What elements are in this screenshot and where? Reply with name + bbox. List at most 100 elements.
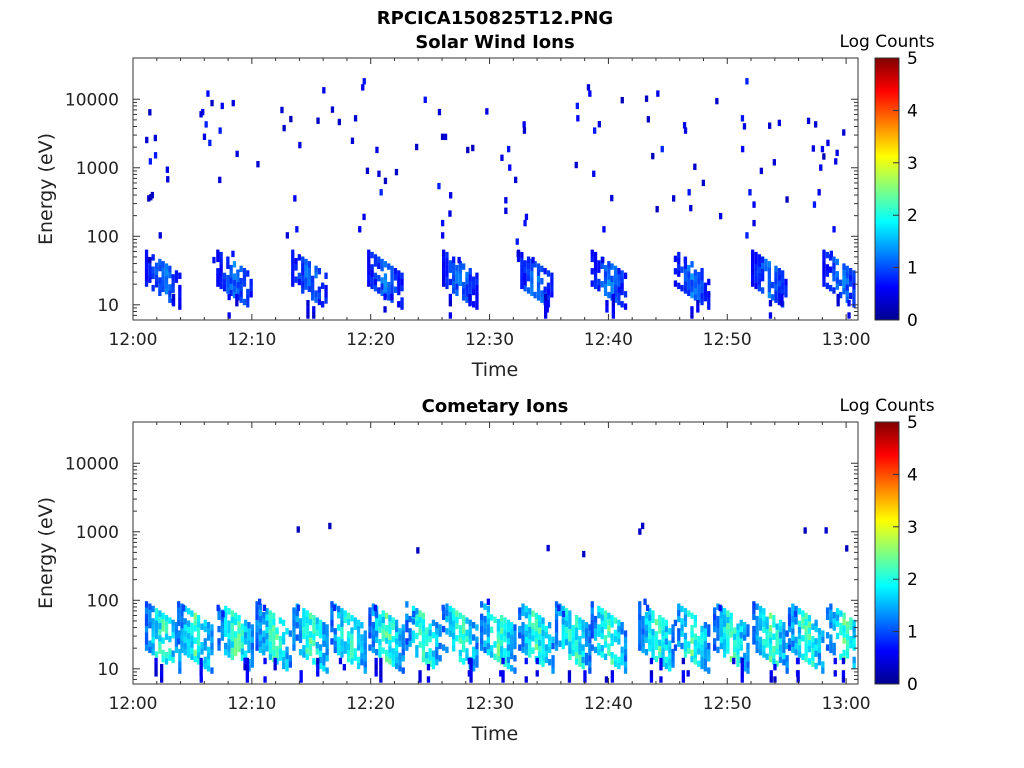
heatmap-cell: [268, 641, 272, 648]
heatmap-cell: [462, 294, 466, 301]
heatmap-cell: [506, 662, 510, 670]
heatmap-cell: [814, 121, 818, 128]
heatmap-cell: [554, 638, 559, 645]
heatmap-cell: [219, 282, 223, 290]
heatmap-cell: [230, 635, 234, 642]
heatmap-cell: [462, 288, 466, 295]
heatmap-cell: [610, 275, 614, 283]
heatmap-cell: [183, 624, 187, 631]
heatmap-cell: [687, 283, 691, 290]
heatmap-cell: [196, 615, 201, 622]
heatmap-cell: [265, 632, 269, 640]
heatmap-cell: [774, 290, 778, 297]
heatmap-cell: [700, 662, 704, 670]
heatmap-cell: [171, 300, 176, 307]
heatmap-cell: [550, 291, 554, 298]
heatmap-cell: [765, 628, 769, 636]
heatmap-cell: [393, 274, 398, 281]
heatmap-cell: [593, 646, 598, 654]
heatmap-cell: [391, 623, 395, 630]
heatmap-cell: [839, 622, 843, 630]
heatmap-cell: [530, 283, 534, 290]
heatmap-cell: [641, 646, 645, 654]
heatmap-cell: [638, 625, 642, 633]
heatmap-cell: [247, 634, 251, 641]
heatmap-cell: [332, 604, 337, 612]
heatmap-cell: [531, 610, 535, 617]
heatmap-cell: [418, 610, 422, 617]
heatmap-cell: [538, 652, 542, 659]
heatmap-cell: [743, 634, 747, 641]
heatmap-cell: [193, 618, 197, 626]
heatmap-cell: [524, 624, 528, 631]
heatmap-cell: [807, 645, 812, 653]
heatmap-cell: [538, 627, 542, 634]
heatmap-cell: [262, 636, 266, 644]
heatmap-cell: [380, 289, 384, 296]
heatmap-cell: [304, 271, 308, 278]
heatmap-cell: [822, 255, 826, 263]
heatmap-cell: [490, 614, 494, 621]
heatmap-cell: [187, 639, 191, 646]
heatmap-cell: [340, 632, 344, 640]
heatmap-cell: [308, 643, 313, 650]
heatmap-cell: [401, 642, 405, 650]
heatmap-cell: [804, 649, 808, 657]
heatmap-cell: [648, 626, 652, 633]
heatmap-cell: [693, 615, 697, 622]
heatmap-cell: [825, 632, 830, 639]
heatmap-cell: [370, 270, 374, 277]
heatmap-cell: [154, 281, 159, 288]
heatmap-cell: [707, 624, 711, 631]
heatmap-cell: [817, 652, 822, 660]
heatmap-cell: [368, 619, 372, 627]
heatmap-cell: [526, 256, 531, 263]
heatmap-cell: [584, 628, 589, 635]
heatmap-cell: [677, 628, 681, 635]
heatmap-cell: [746, 661, 750, 668]
heatmap-cell: [651, 647, 655, 654]
heatmap-cell: [841, 670, 846, 677]
heatmap-cell: [681, 670, 685, 677]
heatmap-cell: [690, 649, 694, 657]
heatmap-cell: [648, 645, 652, 652]
heatmap-cell: [265, 608, 269, 615]
heatmap-cell: [465, 271, 469, 279]
heatmap-cell: [736, 642, 740, 649]
heatmap-cell: [455, 271, 459, 278]
heatmap-cell: [493, 616, 497, 623]
heatmap-cell: [187, 632, 191, 640]
heatmap-cell: [356, 625, 361, 633]
heatmap-cell: [548, 659, 552, 666]
heatmap-cell: [814, 638, 818, 645]
heatmap-cell: [428, 660, 432, 667]
heatmap-cell: [385, 625, 389, 632]
heatmap-cell: [445, 646, 449, 654]
heatmap-cell: [297, 278, 301, 286]
heatmap-cell: [832, 612, 836, 619]
heatmap-cell: [325, 655, 329, 662]
heatmap-cell: [613, 617, 618, 624]
solar-wind-heatmap: [144, 78, 856, 319]
heatmap-cell: [654, 631, 659, 638]
heatmap-cell: [249, 278, 253, 286]
heatmap-cell: [452, 275, 456, 282]
heatmap-cell: [581, 650, 585, 657]
heatmap-cell: [528, 614, 532, 621]
heatmap-cell: [397, 288, 401, 296]
heatmap-cell: [350, 615, 354, 622]
heatmap-cell: [620, 628, 624, 635]
heatmap-cell: [743, 628, 747, 635]
heatmap-cell: [496, 649, 500, 657]
heatmap-cell: [415, 620, 419, 627]
heatmap-cell: [680, 618, 684, 625]
heatmap-cell: [468, 286, 472, 293]
heatmap-cell: [242, 298, 247, 306]
heatmap-cell: [472, 282, 476, 289]
heatmap-cell: [226, 287, 230, 294]
heatmap-cell: [767, 285, 771, 293]
heatmap-cell: [762, 620, 766, 627]
heatmap-cell: [801, 616, 805, 623]
heatmap-cell: [282, 124, 286, 132]
cometary-colorbar: [874, 421, 900, 685]
